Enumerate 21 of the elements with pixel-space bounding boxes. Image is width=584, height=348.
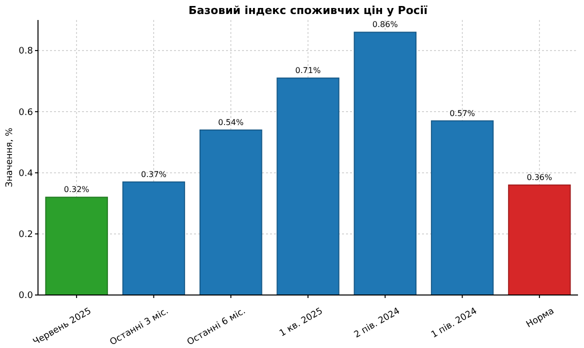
bar [45, 196, 108, 296]
y-tick-label: 0.2 [18, 230, 33, 240]
y-tick-label: 0.6 [18, 108, 34, 118]
bar [122, 181, 186, 296]
y-tick-label: 0.4 [18, 168, 34, 179]
chart-title: Базовий індекс споживчих цін у Росії [188, 4, 428, 17]
data-label: 0.36% [526, 173, 553, 182]
bar [276, 78, 340, 296]
data-label: 0.71% [295, 66, 322, 76]
data-label: 0.57% [450, 108, 476, 118]
data-label: 0.54% [218, 118, 244, 127]
y-tick-label: 0.0 [18, 291, 34, 302]
y-axis-title: Значення, % [5, 127, 15, 188]
data-label: 0.37% [141, 170, 167, 179]
bar [354, 32, 416, 296]
y-tick-label: 0.8 [18, 46, 34, 57]
bar [430, 120, 494, 296]
data-label: 0.32% [64, 185, 90, 194]
data-label: 0.86% [372, 20, 398, 30]
bar [508, 184, 571, 296]
bar [200, 130, 262, 296]
